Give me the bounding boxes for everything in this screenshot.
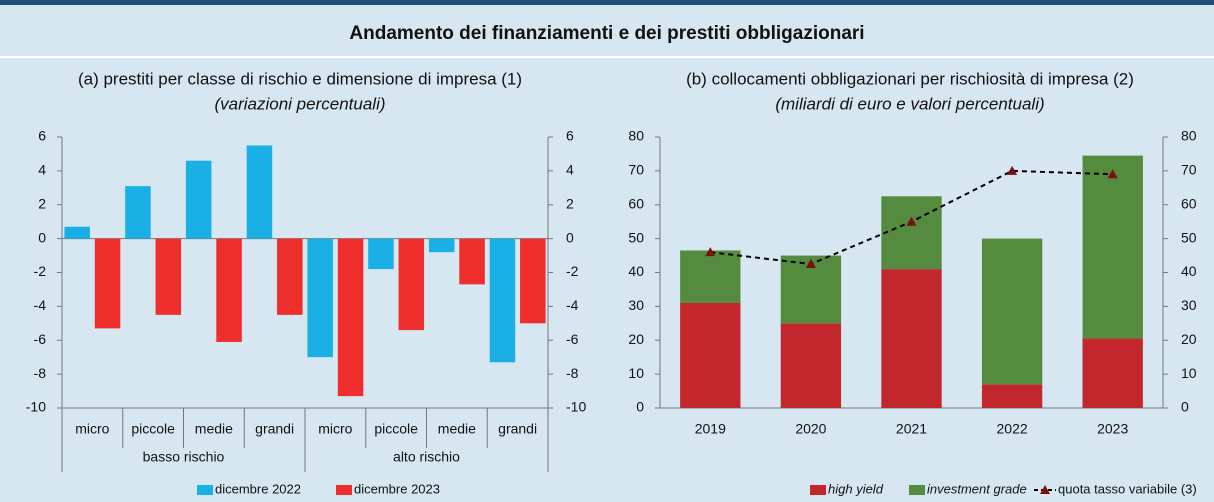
x-tick-label: piccole xyxy=(374,421,418,437)
bar xyxy=(981,384,1043,408)
y-tick-label: 10 xyxy=(628,365,644,381)
y-tick-label: -2 xyxy=(34,263,47,279)
x-tick-label: medie xyxy=(438,421,476,437)
legend-swatch xyxy=(197,485,213,495)
bar xyxy=(216,238,242,342)
bar xyxy=(125,186,151,239)
y2-tick-label: 40 xyxy=(1181,263,1197,279)
bar xyxy=(680,250,741,303)
top-bar xyxy=(0,0,1214,5)
legend-label: quota tasso variabile (3) xyxy=(1058,481,1197,496)
bar xyxy=(64,226,90,239)
group-label: basso rischio xyxy=(143,449,225,465)
legend-label: investment grade xyxy=(927,481,1027,496)
x-tick-label: 2021 xyxy=(896,421,927,437)
y-tick-label: 2 xyxy=(38,195,46,211)
bar xyxy=(680,302,741,408)
y2-tick-label: 0 xyxy=(1181,399,1189,415)
bar xyxy=(398,238,425,331)
bar xyxy=(1082,338,1143,408)
bar xyxy=(185,160,212,239)
y-tick-label: 4 xyxy=(38,162,46,178)
y2-tick-label: 2 xyxy=(566,195,574,211)
y2-tick-label: 10 xyxy=(1181,365,1197,381)
y-tick-label: 20 xyxy=(628,331,644,347)
y-tick-label: 30 xyxy=(628,297,644,313)
marker xyxy=(1007,165,1018,175)
bar xyxy=(780,323,842,408)
y-tick-label: 40 xyxy=(628,263,644,279)
x-tick-label: micro xyxy=(75,421,109,437)
y2-tick-label: 0 xyxy=(566,229,574,245)
y2-tick-label: 80 xyxy=(1181,128,1197,144)
x-tick-label: 2020 xyxy=(795,421,826,437)
y-tick-label: 0 xyxy=(636,399,644,415)
bar xyxy=(368,238,394,270)
bar xyxy=(246,145,273,239)
marker xyxy=(1107,169,1118,179)
bar xyxy=(277,238,303,315)
chart-title: (b) collocamenti obbligazionari per risc… xyxy=(686,69,1134,88)
y-tick-label: 50 xyxy=(628,229,644,245)
chart-subtitle: (miliardi di euro e valori percentuali) xyxy=(775,94,1044,113)
y-tick-label: 80 xyxy=(628,128,644,144)
x-tick-label: grandi xyxy=(498,421,537,437)
marker xyxy=(906,216,917,226)
y2-tick-label: -6 xyxy=(566,331,579,347)
marker xyxy=(805,259,816,269)
bar xyxy=(94,238,121,329)
y2-tick-label: -2 xyxy=(566,263,579,279)
x-tick-label: 2023 xyxy=(1097,421,1128,437)
legend-label: dicembre 2023 xyxy=(354,481,440,496)
bar xyxy=(428,238,455,253)
legend-label: dicembre 2022 xyxy=(215,481,301,496)
bar xyxy=(881,196,942,270)
bar xyxy=(520,238,546,324)
x-tick-label: grandi xyxy=(255,421,294,437)
y-tick-label: 0 xyxy=(38,229,46,245)
x-tick-label: micro xyxy=(318,421,352,437)
y-tick-label: 60 xyxy=(628,195,644,211)
marker xyxy=(705,247,716,257)
y2-tick-label: -4 xyxy=(566,297,579,313)
group-label: alto rischio xyxy=(393,449,460,465)
legend-swatch xyxy=(909,485,925,495)
y-tick-label: -4 xyxy=(34,297,47,313)
y2-tick-label: 20 xyxy=(1181,331,1197,347)
y2-tick-label: 50 xyxy=(1181,229,1197,245)
y2-tick-label: 60 xyxy=(1181,195,1197,211)
legend-marker xyxy=(1040,485,1050,494)
y-tick-label: -8 xyxy=(34,365,47,381)
y-tick-label: 6 xyxy=(38,128,46,144)
legend-label: high yield xyxy=(828,481,884,496)
bar xyxy=(337,238,364,397)
y-tick-label: 70 xyxy=(628,162,644,178)
y2-tick-label: -8 xyxy=(566,365,579,381)
x-tick-label: medie xyxy=(195,421,233,437)
y-tick-label: -10 xyxy=(26,399,46,415)
y2-tick-label: 6 xyxy=(566,128,574,144)
bar xyxy=(981,238,1043,385)
bar xyxy=(155,238,182,315)
x-tick-label: piccole xyxy=(131,421,175,437)
figure-title: Andamento dei finanziamenti e dei presti… xyxy=(349,23,864,44)
legend-swatch xyxy=(810,485,826,495)
chart-title: (a) prestiti per classe di rischio e dim… xyxy=(78,69,522,88)
bar xyxy=(881,269,942,408)
y-tick-label: -6 xyxy=(34,331,47,347)
bar xyxy=(489,238,516,363)
bar xyxy=(307,238,333,358)
legend-swatch xyxy=(336,485,352,495)
y2-tick-label: 70 xyxy=(1181,162,1197,178)
x-tick-label: 2019 xyxy=(695,421,726,437)
y2-tick-label: 30 xyxy=(1181,297,1197,313)
bar xyxy=(459,238,485,285)
y2-tick-label: 4 xyxy=(566,162,574,178)
y2-tick-label: -10 xyxy=(566,399,586,415)
x-tick-label: 2022 xyxy=(997,421,1028,437)
bar xyxy=(1082,155,1143,339)
chart-subtitle: (variazioni percentuali) xyxy=(214,94,385,113)
